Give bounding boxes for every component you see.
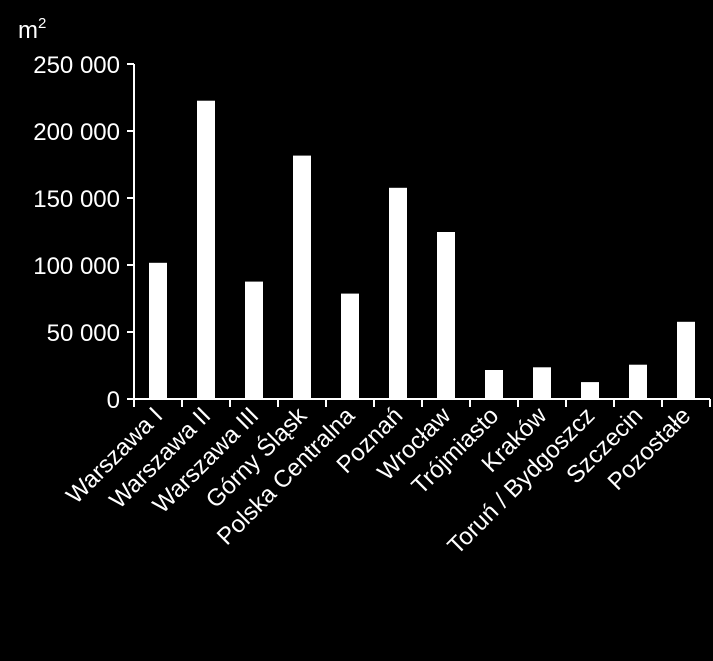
bar-0	[148, 261, 168, 400]
unit-superscript: 2	[38, 15, 46, 32]
y-axis-unit-label: m2	[18, 15, 46, 44]
y-tick-label-0: 0	[107, 387, 120, 414]
bar-1	[196, 99, 216, 400]
bar-8	[532, 366, 552, 400]
bar-5	[388, 186, 408, 400]
bar-9	[580, 381, 600, 400]
bar-7	[484, 369, 504, 400]
bar-11	[676, 320, 696, 400]
bar-3	[292, 154, 312, 400]
bar-2	[244, 280, 264, 400]
y-tick-label-3: 150 000	[33, 186, 120, 213]
y-tick-label-2: 100 000	[33, 253, 120, 280]
bar-6	[436, 231, 456, 400]
bar-10	[628, 363, 648, 400]
y-tick-label-4: 200 000	[33, 119, 120, 146]
y-tick-label-5: 250 000	[33, 52, 120, 79]
y-axis-ticks: 0 50 000 100 000 150 000 200 000 250 000	[33, 52, 134, 414]
bars	[148, 99, 696, 400]
y-tick-label-1: 50 000	[47, 320, 120, 347]
axes	[133, 64, 710, 400]
bar-4	[340, 292, 360, 400]
unit-base: m	[18, 17, 38, 44]
